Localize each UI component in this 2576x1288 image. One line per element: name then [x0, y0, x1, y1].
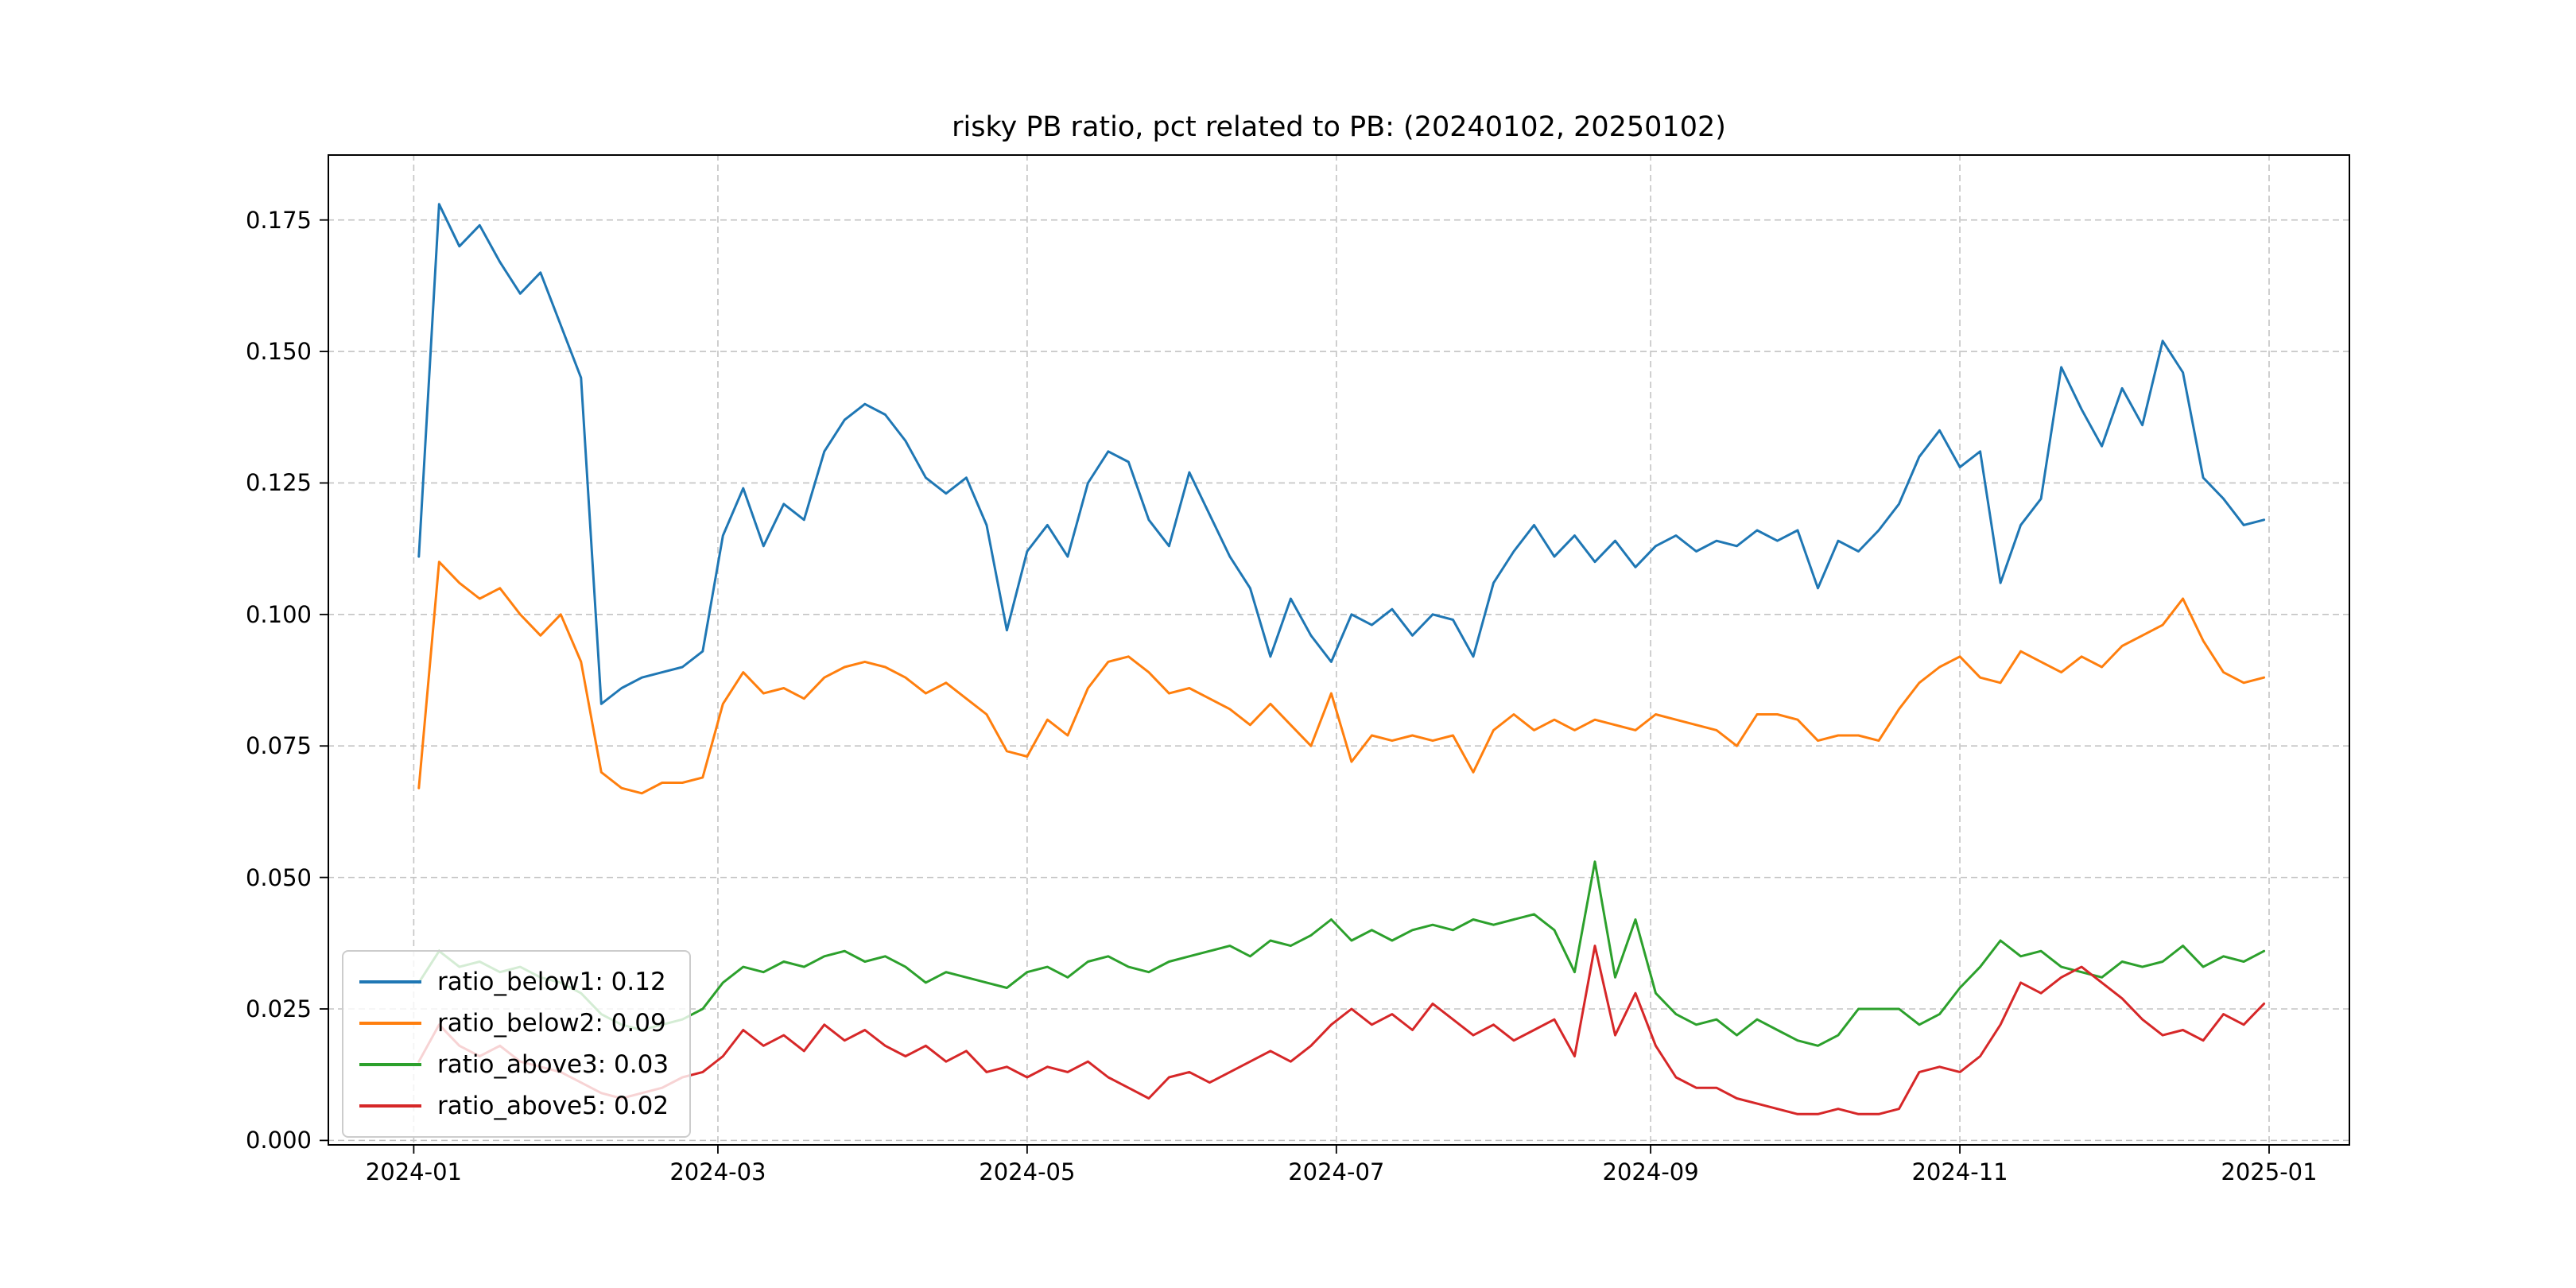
y-axis-tick-label: 0.075 — [245, 732, 312, 760]
y-axis-tick-label: 0.000 — [245, 1127, 312, 1154]
legend-label: ratio_above5: 0.02 — [437, 1092, 669, 1120]
series-ratio_above3-line — [417, 860, 2266, 1047]
x-axis-tick-label: 2024-05 — [979, 1158, 1076, 1185]
plot-canvas — [320, 154, 2350, 1154]
legend-item: ratio_above5: 0.02 — [359, 1085, 669, 1127]
legend-item: ratio_below2: 0.09 — [359, 1003, 669, 1044]
x-axis-tick-label: 2024-01 — [365, 1158, 462, 1185]
legend: ratio_below1: 0.12 ratio_below2: 0.09 rati… — [342, 950, 692, 1138]
x-axis-tick-label: 2024-07 — [1288, 1158, 1385, 1185]
x-axis-tick-label: 2024-03 — [669, 1158, 766, 1185]
axes-spines — [328, 154, 2350, 1146]
y-axis-tick-label: 0.150 — [245, 338, 312, 366]
x-axis-tick-label: 2024-11 — [1911, 1158, 2008, 1185]
chart-title: risky PB ratio, pct related to PB: (2024… — [952, 111, 1726, 143]
legend-label: ratio_below1: 0.12 — [437, 968, 666, 996]
y-axis-tick-label: 0.175 — [245, 206, 312, 234]
series-ratio_below2-line — [417, 561, 2266, 795]
legend-label: ratio_below2: 0.09 — [437, 1009, 666, 1038]
legend-item: ratio_below1: 0.12 — [359, 961, 669, 1003]
legend-line-sample — [359, 1104, 421, 1108]
x-axis-tick-label: 2025-01 — [2221, 1158, 2318, 1185]
y-axis-tick-label: 0.125 — [245, 469, 312, 497]
y-axis-tick-label: 0.025 — [245, 995, 312, 1022]
plot-area: ratio_below1: 0.12 ratio_below2: 0.09 rati… — [320, 154, 2350, 1154]
legend-item: ratio_above3: 0.03 — [359, 1044, 669, 1085]
series-ratio_below1-line — [417, 203, 2266, 705]
legend-line-sample — [359, 980, 421, 983]
legend-line-sample — [359, 1063, 421, 1066]
legend-label: ratio_above3: 0.03 — [437, 1050, 669, 1079]
y-axis-tick-label: 0.050 — [245, 863, 312, 891]
x-axis-tick-label: 2024-09 — [1602, 1158, 1699, 1185]
series-ratio_above5-line — [417, 945, 2266, 1115]
y-axis-tick-label: 0.100 — [245, 600, 312, 628]
legend-line-sample — [359, 1022, 421, 1025]
